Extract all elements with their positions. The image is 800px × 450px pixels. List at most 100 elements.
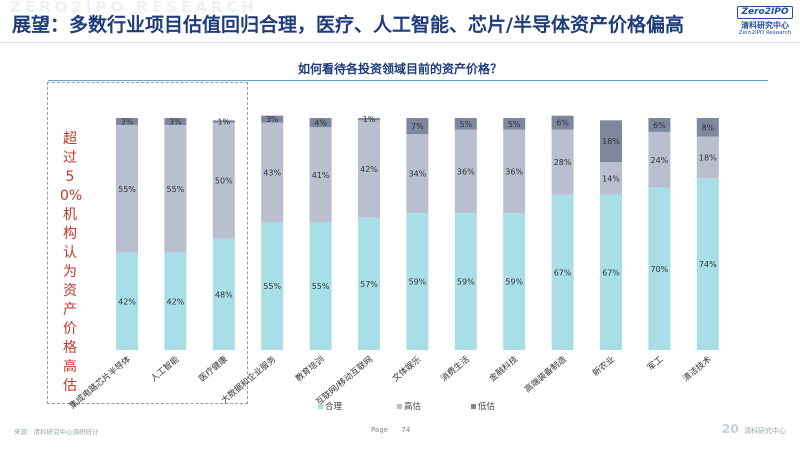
logo-mark: Zero2IPO bbox=[737, 6, 793, 19]
data-label: 3% bbox=[169, 117, 182, 126]
bar-segment bbox=[648, 187, 671, 350]
bar-segment bbox=[696, 178, 719, 350]
footer-brand: 20 清科研究中心 bbox=[722, 422, 786, 436]
watermark-text: ZERO2IPO RESEARCH bbox=[10, 0, 258, 16]
data-label: 5% bbox=[459, 120, 472, 129]
data-label: 50% bbox=[215, 177, 233, 186]
bar-segment bbox=[212, 238, 235, 350]
bar-segment bbox=[406, 213, 429, 350]
data-label: 3% bbox=[121, 117, 134, 126]
bar-segment bbox=[164, 124, 187, 253]
bar-segment bbox=[696, 136, 719, 179]
zero2ipo-logo: Zero2IPO 清科研究中心 Zero2IPO Research bbox=[737, 6, 793, 36]
data-label: 59% bbox=[505, 278, 523, 287]
data-label: 48% bbox=[215, 290, 233, 299]
data-label: 59% bbox=[409, 278, 427, 287]
data-label: 34% bbox=[409, 170, 427, 179]
chart-title: 如何看待各投资领域目前的资产价格？ bbox=[297, 62, 502, 76]
data-label: 24% bbox=[651, 156, 669, 165]
footer-page: Page 74 bbox=[371, 426, 410, 434]
bar-segment bbox=[406, 134, 429, 214]
data-label: 1% bbox=[363, 115, 376, 124]
bar-segment bbox=[696, 118, 719, 137]
category-label: 集成电路芯片半导体 bbox=[67, 354, 133, 412]
page-title: 展望：多数行业项目估值回归合理，医疗、人工智能、芯片/半导体资产价格偏高 bbox=[12, 14, 684, 36]
bar-segment bbox=[309, 127, 332, 223]
data-label: 42% bbox=[167, 297, 185, 306]
data-label: 55% bbox=[167, 185, 185, 194]
data-label: 14% bbox=[602, 174, 620, 183]
bar-segment bbox=[551, 115, 574, 130]
legend-swatch bbox=[397, 404, 402, 409]
data-label: 18% bbox=[699, 153, 717, 162]
bar-segment bbox=[600, 194, 622, 350]
logo-name-cn: 清科研究中心 bbox=[741, 21, 789, 30]
bar-segment bbox=[503, 213, 526, 350]
bar-segment bbox=[503, 129, 526, 214]
data-label: 43% bbox=[263, 169, 281, 178]
bar-segment bbox=[406, 118, 429, 135]
data-label: 36% bbox=[505, 167, 523, 176]
bar-segment bbox=[454, 213, 477, 350]
bar-segment bbox=[164, 252, 187, 350]
footer-brand-mark: 20 bbox=[722, 422, 739, 436]
data-label: 42% bbox=[360, 165, 378, 174]
category-label: 军工 bbox=[646, 354, 666, 373]
category-label: 人工智能 bbox=[148, 354, 181, 385]
bar-segment bbox=[648, 131, 671, 188]
category-label: 医疗健康 bbox=[197, 354, 230, 385]
highlight-box bbox=[47, 82, 248, 404]
legend-label: 合理 bbox=[325, 401, 343, 412]
bar-segment bbox=[116, 124, 138, 253]
data-label: 74% bbox=[699, 260, 717, 269]
data-label: 57% bbox=[360, 280, 378, 289]
data-label: 55% bbox=[118, 185, 136, 194]
data-label: 36% bbox=[457, 167, 475, 176]
bar-segment bbox=[503, 118, 526, 130]
data-label: 1% bbox=[217, 117, 230, 126]
data-label: 4% bbox=[314, 119, 327, 128]
bar-segment bbox=[551, 194, 574, 350]
bar-segment bbox=[600, 120, 622, 163]
category-label: 高端装备制造 bbox=[522, 354, 569, 396]
data-label: 3% bbox=[266, 115, 279, 124]
category-label: 消费生活 bbox=[439, 354, 472, 385]
callout-text: 超过50%机构认为资产价格高估 bbox=[60, 131, 83, 394]
bar-segment bbox=[600, 162, 622, 195]
data-label: 55% bbox=[263, 282, 281, 291]
title-divider bbox=[0, 42, 800, 43]
bar-segment bbox=[358, 120, 380, 218]
bar-segment bbox=[212, 120, 235, 123]
data-label: 42% bbox=[118, 297, 136, 306]
bar-segment bbox=[261, 222, 284, 350]
bar-segment bbox=[212, 122, 235, 239]
category-label: 新农业 bbox=[590, 354, 617, 379]
bar-segment bbox=[309, 222, 332, 350]
category-label: 金融科技 bbox=[487, 354, 520, 385]
footer-brand-text: 清科研究中心 bbox=[743, 427, 786, 435]
bar-segment bbox=[164, 118, 187, 125]
category-label: 教育培训 bbox=[293, 354, 326, 384]
bar-segment bbox=[261, 115, 284, 123]
category-label: 清洁技术 bbox=[681, 354, 714, 385]
chart-title-divider bbox=[48, 80, 768, 81]
data-label: 8% bbox=[701, 123, 714, 132]
legend-swatch bbox=[471, 404, 476, 409]
data-label: 28% bbox=[554, 158, 572, 167]
bar-segment bbox=[116, 118, 138, 125]
category-label: 文体娱乐 bbox=[390, 354, 423, 385]
page-number: 74 bbox=[401, 426, 411, 434]
data-label: 55% bbox=[312, 282, 330, 291]
bar-segment bbox=[454, 118, 477, 130]
bar-segment bbox=[551, 129, 574, 195]
footer-source: 来源：清科研究中心调研统计 bbox=[14, 428, 99, 436]
logo-name-en: Zero2IPO Research bbox=[738, 30, 792, 36]
data-label: 59% bbox=[457, 278, 475, 287]
bar-segment bbox=[309, 118, 332, 128]
data-label: 5% bbox=[508, 120, 521, 129]
legend-swatch bbox=[318, 404, 323, 409]
data-label: 6% bbox=[653, 121, 666, 130]
data-label: 67% bbox=[602, 268, 620, 277]
data-label: 18% bbox=[602, 137, 620, 146]
